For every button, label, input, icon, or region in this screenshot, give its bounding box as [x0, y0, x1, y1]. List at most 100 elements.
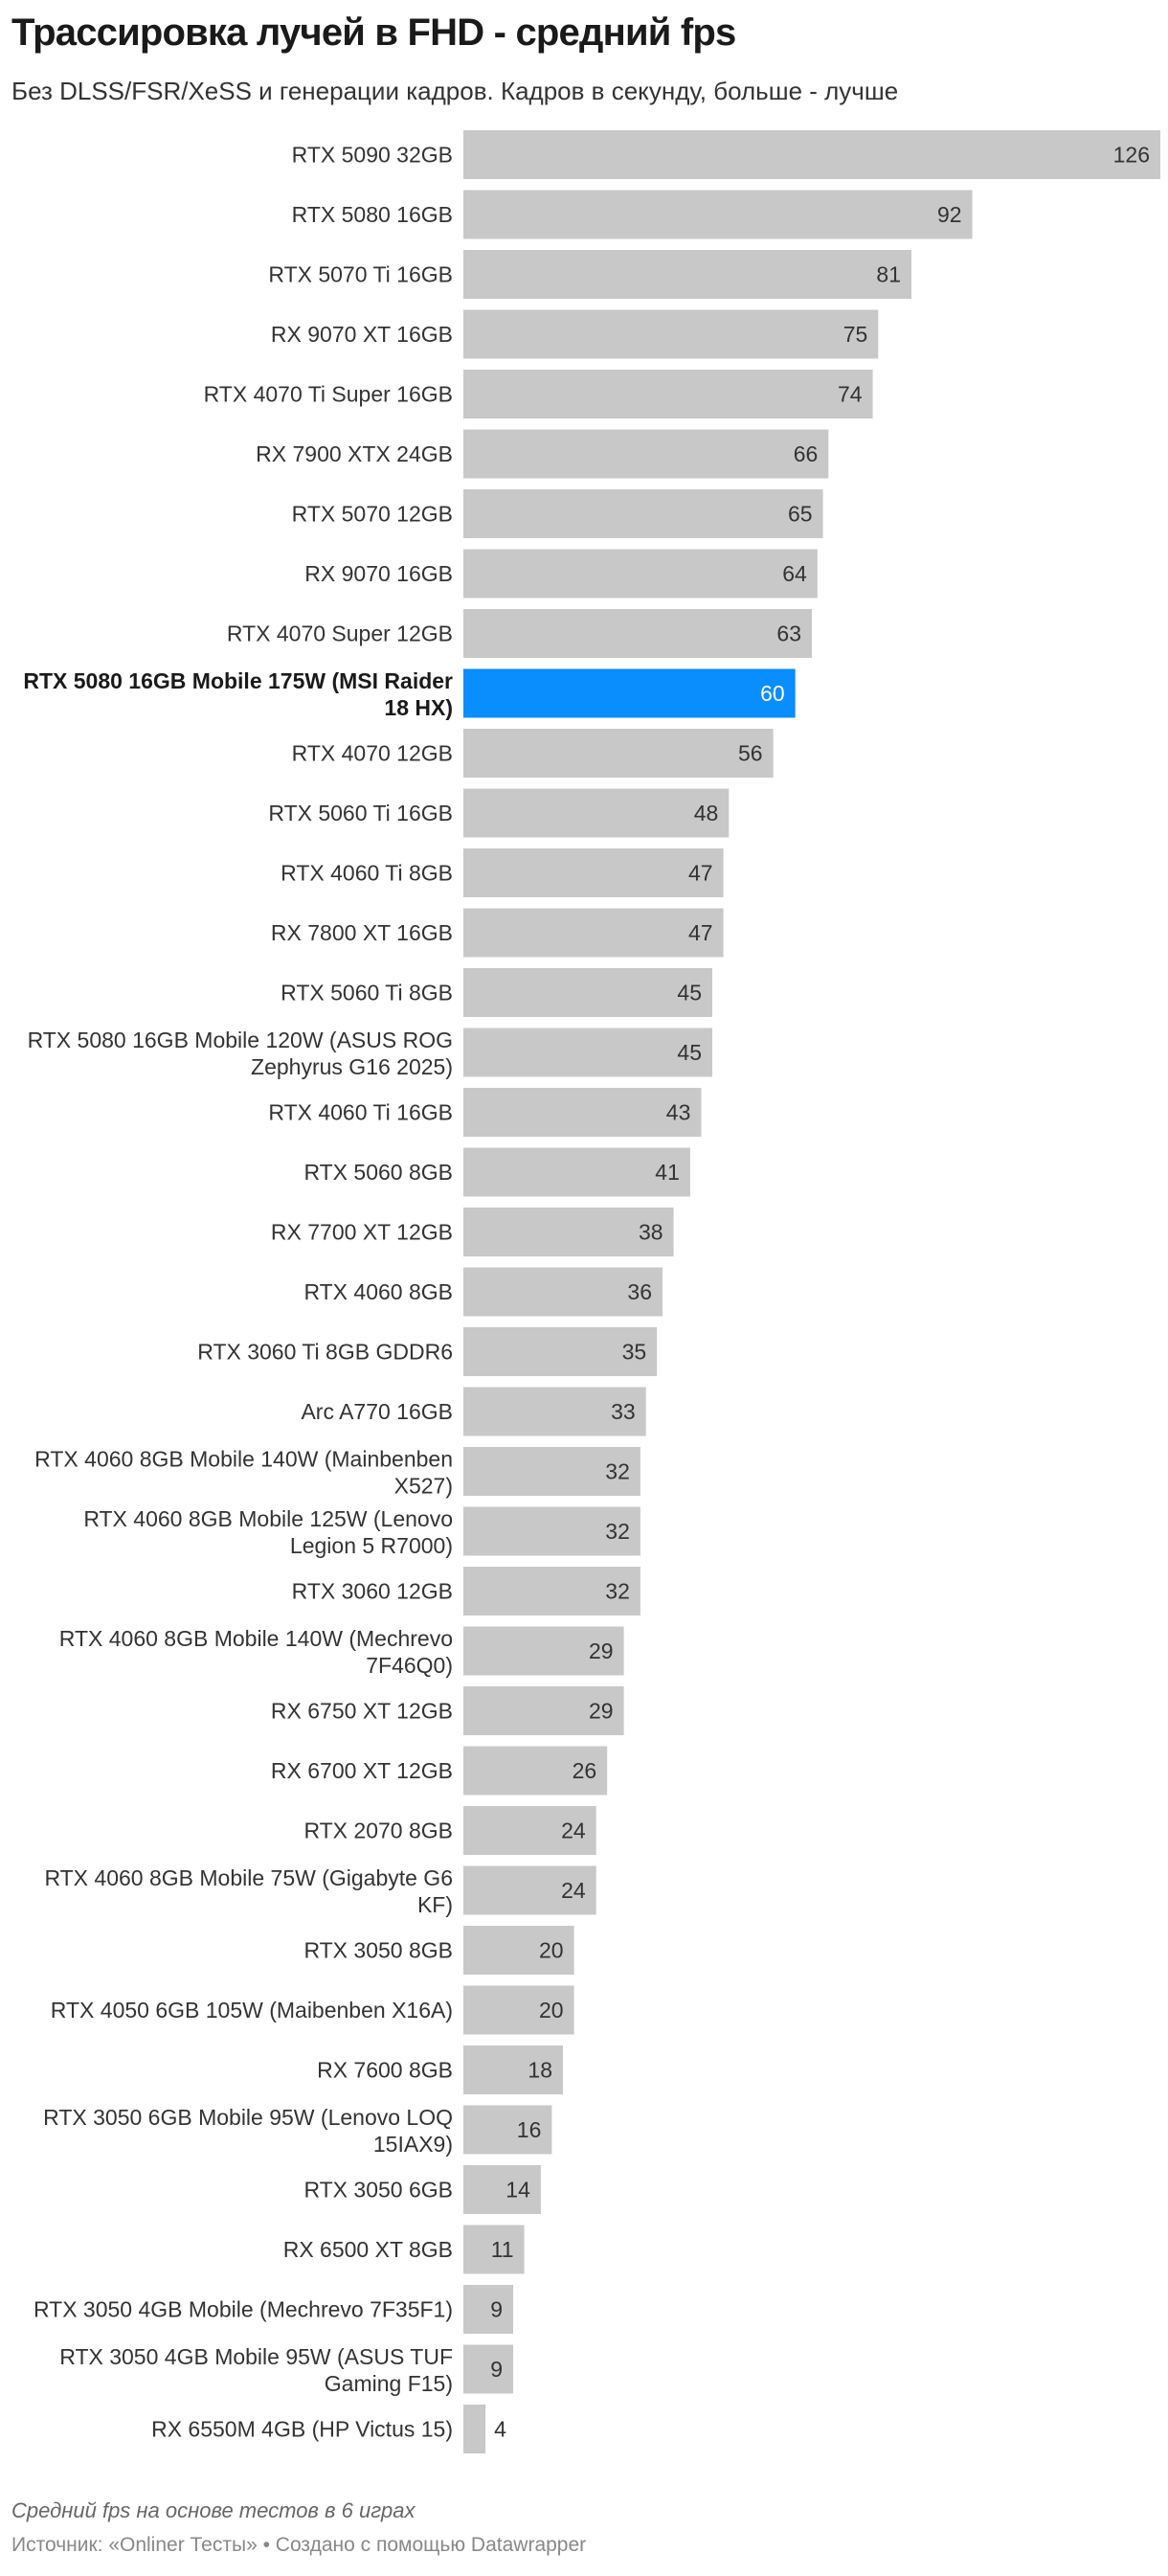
source-separator: •	[257, 2534, 276, 2556]
value-label: 45	[677, 1040, 702, 1065]
chart-title: Трассировка лучей в FHD - средний fps	[11, 11, 736, 54]
bar	[463, 1806, 596, 1855]
value-label: 9	[490, 2357, 503, 2382]
bar	[463, 2105, 552, 2155]
value-label: 35	[622, 1340, 647, 1365]
category-label: RTX 5080 16GB Mobile 175W (MSI Raider 18 …	[23, 668, 453, 720]
bar	[463, 729, 774, 778]
value-label: 32	[605, 1459, 630, 1484]
bar	[463, 968, 712, 1017]
category-label: RTX 4060 8GB Mobile 75W (Gigabyte G6 KF)	[44, 1865, 453, 1917]
category-label: RTX 4050 6GB 105W (Maibenben X16A)	[51, 1998, 453, 2022]
category-label: RTX 4060 Ti 16GB	[268, 1100, 453, 1125]
value-label: 75	[843, 322, 868, 347]
value-label: 14	[505, 2178, 530, 2203]
datawrapper-credit-link[interactable]: Создано с помощью Datawrapper	[275, 2534, 587, 2556]
value-label: 92	[937, 202, 962, 227]
category-label: RTX 2070 8GB	[303, 1819, 453, 1843]
category-label: RTX 5090 32GB	[292, 143, 453, 168]
bar	[463, 1506, 640, 1556]
bar	[463, 1686, 624, 1735]
bar	[463, 429, 829, 479]
category-label: RX 9070 XT 16GB	[271, 322, 453, 347]
bar	[463, 1327, 658, 1376]
bar	[463, 1865, 596, 1915]
bar	[463, 489, 823, 538]
category-label: RTX 5080 16GB	[292, 202, 453, 227]
category-label: RTX 4060 Ti 8GB	[281, 861, 453, 886]
bar	[463, 668, 796, 718]
category-label: RTX 4060 8GB Mobile 140W (Mainbenben X527…	[34, 1447, 453, 1499]
value-label: 48	[694, 801, 719, 825]
value-label: 47	[688, 920, 713, 945]
value-label: 56	[738, 741, 763, 766]
category-label: RX 7900 XTX 24GB	[256, 441, 453, 466]
value-label: 36	[627, 1279, 652, 1304]
value-label: 4	[494, 2417, 506, 2442]
category-label: Arc A770 16GB	[301, 1399, 453, 1424]
category-label: RTX 4060 8GB Mobile 140W (Mechrevo 7F46Q0…	[59, 1626, 453, 1678]
category-label: RTX 5060 Ti 16GB	[268, 801, 453, 825]
bar	[463, 1267, 663, 1317]
source-prefix: Источник:	[11, 2534, 109, 2556]
category-label: RX 7800 XT 16GB	[271, 920, 453, 945]
category-label: RTX 4070 12GB	[292, 741, 453, 766]
value-label: 65	[788, 502, 813, 527]
value-label: 24	[561, 1819, 586, 1843]
value-label: 16	[517, 2117, 542, 2142]
category-label: RTX 5060 Ti 8GB	[281, 981, 453, 1006]
chart-footnote: Средний fps на основе тестов в 6 играх	[11, 2498, 416, 2522]
value-label: 126	[1113, 143, 1150, 168]
bar	[463, 549, 818, 599]
bar	[463, 309, 879, 359]
value-label: 43	[666, 1100, 691, 1125]
bar	[463, 250, 911, 299]
bar	[463, 1567, 640, 1616]
bar	[463, 1088, 702, 1137]
value-label: 41	[655, 1160, 680, 1185]
value-label: 38	[639, 1220, 663, 1245]
bar	[463, 190, 973, 239]
value-label: 32	[605, 1519, 630, 1544]
value-label: 9	[490, 2297, 503, 2322]
bar	[463, 1985, 574, 2035]
category-label: RTX 5070 12GB	[292, 502, 453, 527]
bar	[463, 2344, 513, 2394]
category-label: RTX 4060 8GB	[303, 1279, 453, 1304]
bar	[463, 788, 730, 838]
value-label: 29	[589, 1638, 614, 1663]
value-label: 20	[539, 1938, 564, 1963]
category-label: RX 9070 16GB	[304, 561, 453, 586]
value-label: 81	[876, 262, 901, 287]
bar	[463, 2405, 486, 2453]
bar	[463, 130, 1160, 179]
bar	[463, 2285, 513, 2334]
category-label: RTX 3050 4GB Mobile 95W (ASUS TUF Gaming …	[59, 2344, 453, 2396]
category-label: RTX 3050 4GB Mobile (Mechrevo 7F35F1)	[34, 2297, 453, 2322]
source-link[interactable]: «Onliner Тесты»	[108, 2534, 258, 2556]
value-label: 33	[611, 1399, 636, 1424]
bar-chart: RTX 5090 32GB 126 RTX 5080 16GB 92 RTX 5070 …	[23, 130, 1160, 2453]
category-label: RTX 5080 16GB Mobile 120W (ASUS ROG Zephy…	[28, 1028, 453, 1079]
value-label: 26	[573, 1758, 597, 1783]
value-label: 66	[794, 441, 819, 466]
bar	[463, 609, 812, 658]
category-label: RTX 3060 12GB	[292, 1579, 453, 1604]
value-label: 18	[528, 2058, 552, 2083]
bar	[463, 848, 724, 897]
category-label: RTX 4060 8GB Mobile 125W (Lenovo Legion 5…	[83, 1506, 453, 1558]
value-label: 11	[491, 2237, 514, 2262]
value-label: 47	[688, 861, 713, 886]
chart-subtitle: Без DLSS/FSR/XeSS и генерации кадров. Ка…	[11, 77, 899, 105]
value-label: 45	[677, 981, 702, 1006]
bar	[463, 1387, 646, 1436]
value-label: 63	[776, 621, 801, 646]
bar	[463, 1208, 674, 1256]
value-label: 24	[561, 1878, 586, 1903]
category-label: RX 6550M 4GB (HP Victus 15)	[151, 2417, 453, 2442]
bar	[463, 2165, 541, 2214]
value-label: 64	[782, 561, 807, 586]
bar	[463, 1626, 624, 1676]
category-label: RX 7600 8GB	[317, 2058, 453, 2083]
value-label: 29	[589, 1699, 614, 1724]
